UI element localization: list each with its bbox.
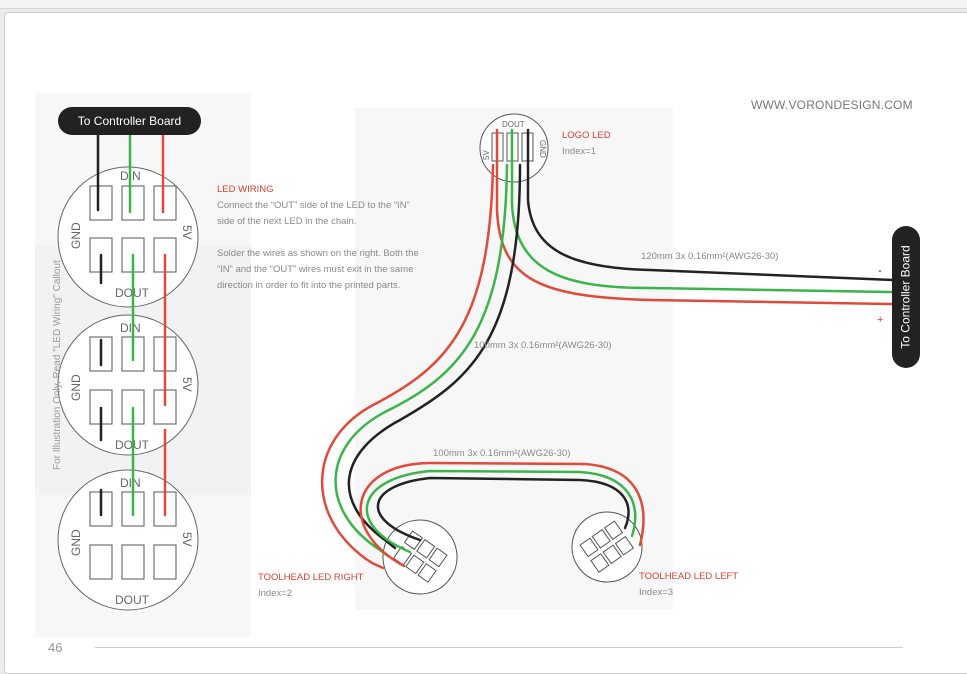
wiring-diagram: DIN DOUT DIN DOUT DIN DOUT GND GND GND 5…: [57, 113, 894, 611]
led-wiring-line3: Solder the wires as shown on the right. …: [217, 248, 419, 259]
wire-label-120: 120mm 3x 0.16mm²(AWG26-30): [641, 251, 779, 262]
wire-label-100b: 100mm 3x 0.16mm²(AWG26-30): [433, 448, 571, 459]
toolhead-left-index: Index=3: [639, 587, 674, 598]
led-wiring-line1: Connect the “OUT” side of the LED to the…: [217, 200, 410, 211]
led-wiring-line5: direction in order to fit into the print…: [217, 280, 401, 291]
toolhead-right-led: [382, 519, 458, 595]
logo-led: DOUT 5V GND: [479, 113, 549, 183]
toolhead-right-name: TOOLHEAD LED RIGHT: [258, 572, 364, 583]
v5-label-2: 5V: [180, 377, 194, 392]
site-url: WWW.VORONDESIGN.COM: [751, 98, 913, 112]
top-strip: [0, 0, 967, 9]
dout-label-3: DOUT: [115, 593, 150, 607]
toolhead-right-info: TOOLHEAD LED RIGHT Index=2: [258, 570, 363, 602]
controller-board-label-top: To Controller Board: [58, 107, 201, 135]
wire-label-100a: 100mm 3x 0.16mm²(AWG26-30): [474, 340, 612, 351]
toolhead-left-info: TOOLHEAD LED LEFT Index=3: [639, 569, 738, 601]
din-label-2: DIN: [120, 321, 141, 335]
led-wiring-line2: side of the next LED in the chain.: [217, 216, 357, 227]
v5-label-1: 5V: [180, 225, 194, 240]
toolhead-right-index: Index=2: [258, 588, 293, 599]
left-chain-wires: [96, 132, 167, 517]
page-number: 46: [48, 640, 63, 655]
logo-gnd-label: GND: [538, 140, 547, 158]
polarity-plus: +: [877, 314, 883, 326]
controller-board-text-right: To Controller Board: [899, 245, 914, 349]
led-wiring-title: LED WIRING: [217, 184, 274, 195]
logo-dout-label: DOUT: [502, 120, 525, 129]
controller-board-label-right: To Controller Board: [892, 226, 920, 368]
toolhead-left-name: TOOLHEAD LED LEFT: [639, 571, 739, 582]
gnd-label-3: GND: [69, 529, 83, 556]
led-wiring-block: LED WIRING Connect the “OUT” side of the…: [217, 182, 419, 294]
logo-led-index: Index=1: [562, 146, 597, 157]
illustration-callout: For Illustration Only, Read "LED Wiring"…: [52, 260, 63, 470]
controller-board-text-top: To Controller Board: [77, 114, 182, 128]
v5-label-3: 5V: [180, 532, 194, 547]
footer-line: [95, 647, 903, 648]
gnd-label-2: GND: [69, 374, 83, 401]
wire-logo-to-toolhead-right: [320, 163, 522, 570]
logo-led-info: LOGO LED Index=1: [562, 128, 611, 160]
toolhead-left-led: [571, 511, 643, 583]
din-label-3: DIN: [120, 476, 141, 490]
logo-led-name: LOGO LED: [562, 130, 611, 141]
wire-right-to-left: [359, 461, 645, 568]
gnd-label-1: GND: [69, 222, 83, 249]
led-wiring-line4: “IN” and the “OUT” wires must exit in th…: [217, 264, 414, 275]
polarity-minus: -: [878, 265, 882, 277]
logo-5v-label: 5V: [482, 150, 491, 160]
wire-logo-to-controller: [495, 128, 894, 306]
